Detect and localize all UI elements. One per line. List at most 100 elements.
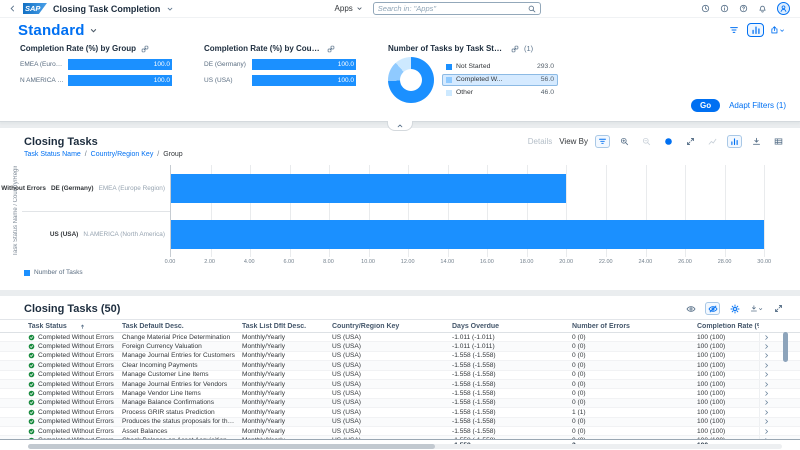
tasks-by-status-card[interactable]: Number of Tasks by Task Status (1) Not S…	[388, 44, 558, 103]
scrollbar-thumb[interactable]	[28, 444, 436, 449]
cell-number-of-errors: 0 (0)	[572, 352, 586, 360]
row-navigation-chevron-icon[interactable]	[759, 333, 772, 342]
search-input[interactable]	[377, 4, 528, 13]
kpi-bar[interactable]: 100.0	[68, 75, 172, 86]
kpi-bar[interactable]: 100.0	[68, 59, 172, 70]
table-row[interactable]: Completed Without Errors Manage Journal …	[0, 351, 800, 362]
table-vertical-scrollbar[interactable]	[783, 332, 788, 362]
table-row[interactable]: Completed Without Errors Asset Balances …	[0, 426, 800, 437]
row-navigation-chevron-icon[interactable]	[759, 426, 772, 436]
cell-completion-rate: 100 (100)	[697, 390, 726, 398]
row-navigation-chevron-icon[interactable]	[759, 408, 772, 417]
row-navigation-chevron-icon[interactable]	[759, 417, 772, 426]
app-title-chevron-down-icon[interactable]	[166, 5, 174, 13]
kpi-bar-track: 100.0	[252, 59, 356, 70]
link-icon[interactable]	[327, 45, 335, 53]
table-row[interactable]: Completed Without Errors Manage Journal …	[0, 379, 800, 390]
row-navigation-chevron-icon[interactable]	[759, 361, 772, 370]
table-row[interactable]: Completed Without Errors Foreign Currenc…	[0, 342, 800, 352]
x-axis-tick: 18.00	[519, 259, 534, 265]
table-row[interactable]: Completed Without Errors Change Material…	[0, 333, 800, 343]
column-country-key[interactable]: Country/Region Key	[332, 322, 400, 330]
cell-days-overdue: -1.558 (-1.558)	[452, 399, 496, 407]
back-icon[interactable]	[8, 4, 17, 13]
breadcrumb-task-status[interactable]: Task Status Name	[24, 151, 81, 158]
row-navigation-chevron-icon[interactable]	[759, 379, 772, 389]
completion-rate-by-group-card[interactable]: Completion Rate (%) by Group EMEA (Europ…	[20, 44, 172, 103]
table-row[interactable]: Completed Without Errors Manage Balance …	[0, 398, 800, 409]
search-scope-dropdown[interactable]: Apps	[335, 4, 363, 13]
check-circle-icon	[28, 390, 35, 397]
variant-chevron-down-icon[interactable]	[89, 26, 98, 35]
show-details-button[interactable]	[683, 302, 698, 315]
kpi-bar[interactable]: 100.0	[252, 75, 356, 86]
drill-down-button[interactable]	[595, 135, 610, 148]
card-title: Completion Rate (%) by Country/Regio...	[204, 44, 322, 53]
row-navigation-chevron-icon[interactable]	[759, 398, 772, 408]
table-row[interactable]: Completed Without Errors Manage Vendor L…	[0, 389, 800, 399]
cell-task-status: Completed Without Errors	[28, 352, 122, 359]
kpi-bar[interactable]: 100.0	[252, 59, 356, 70]
table-row[interactable]: Completed Without Errors Check Balance o…	[0, 436, 800, 439]
filter-lines-icon	[729, 27, 738, 33]
cell-days-overdue: -1.011 (-1.011)	[452, 333, 495, 341]
search-icon[interactable]	[528, 5, 536, 13]
global-search-field[interactable]	[372, 2, 541, 15]
notifications-icon[interactable]	[758, 4, 767, 13]
breadcrumb-country-key[interactable]: Country/Region Key	[90, 151, 154, 158]
country-bar-list: DE (Germany) 100.0 US (USA) 100.0	[204, 59, 356, 86]
recent-activities-icon[interactable]	[701, 4, 710, 13]
cell-task-desc: Change Material Price Determination	[122, 333, 231, 341]
column-number-of-errors[interactable]: Number of Errors	[572, 322, 630, 330]
assistant-icon[interactable]	[720, 4, 729, 13]
download-button[interactable]	[749, 135, 764, 148]
donut-legend-item[interactable]: Other 46.0	[442, 87, 558, 99]
link-icon[interactable]	[141, 45, 149, 53]
filter-fields-toggle[interactable]	[725, 23, 742, 37]
donut-legend-item[interactable]: Not Started 293.0	[442, 61, 558, 73]
cell-task-desc: Manage Journal Entries for Customers	[122, 352, 235, 360]
table-row[interactable]: Completed Without Errors Manage Customer…	[0, 370, 800, 380]
zoom-in-button[interactable]	[617, 135, 632, 148]
view-by-button[interactable]: View By	[559, 137, 588, 146]
task-status-donut-chart[interactable]	[388, 57, 434, 103]
table-view-button[interactable]	[771, 135, 786, 148]
column-days-overdue[interactable]: Days Overdue	[452, 322, 500, 330]
fullscreen-button[interactable]	[683, 135, 698, 148]
row-navigation-chevron-icon[interactable]	[759, 351, 772, 361]
chart-bar[interactable]	[171, 219, 765, 249]
gridline	[210, 165, 212, 257]
share-button[interactable]	[769, 23, 786, 37]
go-button[interactable]: Go	[690, 99, 721, 112]
user-avatar[interactable]	[777, 2, 790, 15]
column-task-status[interactable]: Task Status	[28, 323, 122, 330]
variant-title[interactable]: Standard	[18, 21, 85, 39]
help-icon[interactable]	[739, 4, 748, 13]
bar-chart-view-button[interactable]	[727, 135, 742, 148]
table-row[interactable]: Completed Without Errors Process GRIR st…	[0, 408, 800, 418]
adapt-filters-link[interactable]: Adapt Filters (1)	[729, 101, 786, 110]
legend-toggle-button[interactable]	[661, 135, 676, 148]
status-text: Completed Without Errors	[38, 361, 114, 369]
table-row[interactable]: Completed Without Errors Clear Incoming …	[0, 361, 800, 371]
collapse-header-button[interactable]	[387, 121, 413, 131]
cell-list-desc: Monthly/Yearly	[242, 399, 286, 407]
chart-view-toggle[interactable]	[747, 23, 764, 37]
donut-legend-item[interactable]: Completed W... 56.0	[442, 73, 558, 86]
table-settings-button[interactable]	[727, 302, 742, 315]
hide-details-button[interactable]	[705, 302, 720, 315]
link-icon[interactable]	[511, 45, 519, 53]
row-navigation-chevron-icon[interactable]	[759, 370, 772, 379]
table-fullscreen-button[interactable]	[771, 302, 786, 315]
completion-rate-by-country-card[interactable]: Completion Rate (%) by Country/Regio... …	[204, 44, 356, 103]
table-horizontal-scrollbar[interactable]	[28, 444, 782, 449]
table-row[interactable]: Completed Without Errors Produces the st…	[0, 417, 800, 427]
column-completion-rate[interactable]: Completion Rate (%)	[697, 322, 759, 330]
export-button[interactable]	[749, 302, 764, 315]
chart-bar[interactable]	[171, 173, 567, 203]
row-navigation-chevron-icon[interactable]	[759, 342, 772, 351]
column-task-default-desc[interactable]: Task Default Desc.	[122, 322, 184, 330]
column-task-list-desc[interactable]: Task List Dflt Desc.	[242, 322, 307, 330]
row-navigation-chevron-icon[interactable]	[759, 436, 772, 439]
row-navigation-chevron-icon[interactable]	[759, 389, 772, 398]
